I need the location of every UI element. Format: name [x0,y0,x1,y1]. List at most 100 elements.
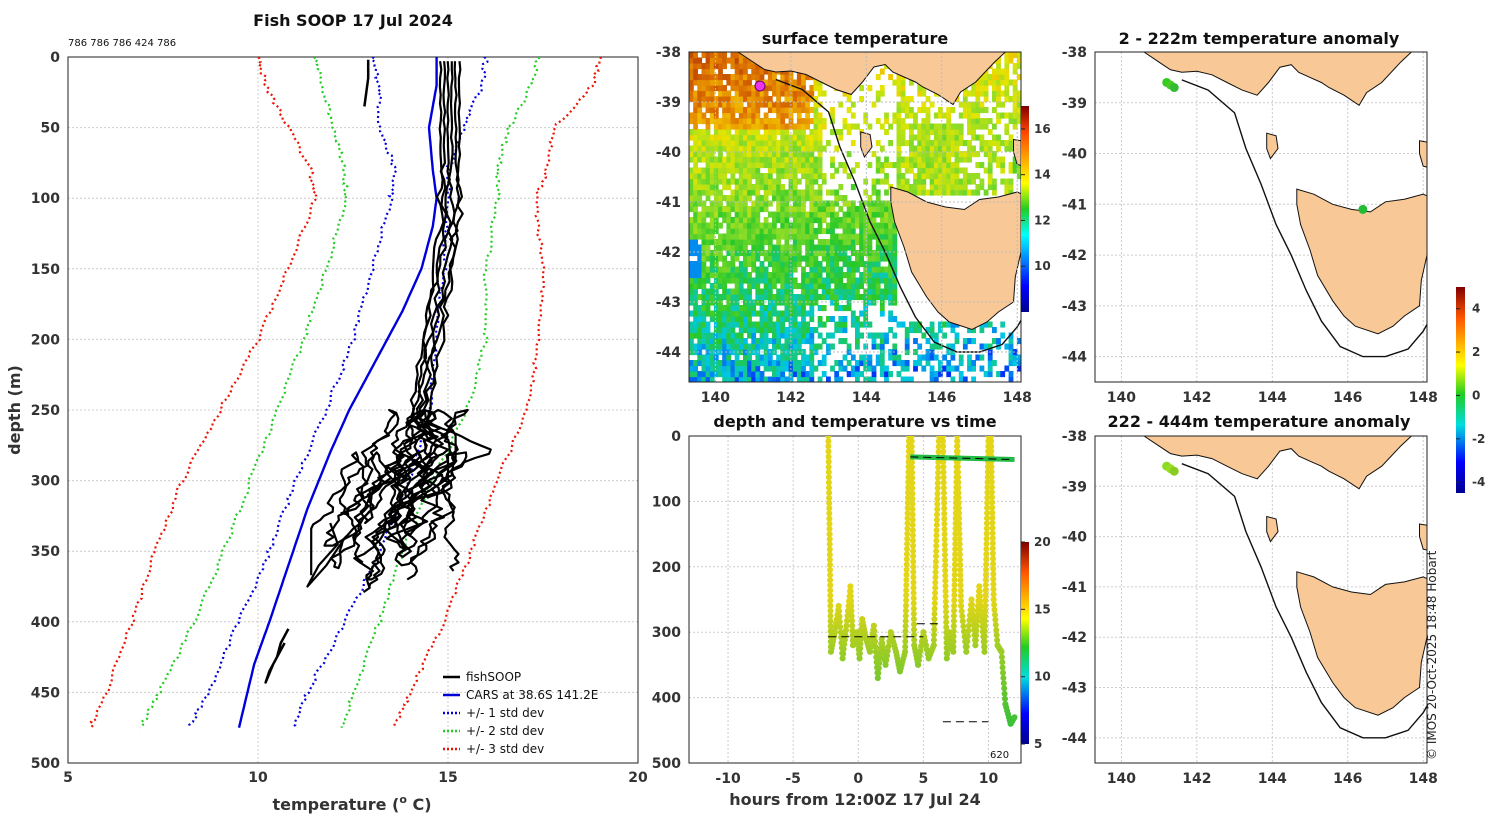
sst-cell [871,365,877,372]
sst-cell [904,123,910,130]
sst-cell [763,228,769,235]
timeseries-point [940,448,947,455]
sst-cell [834,129,840,136]
sst-cell [705,376,711,382]
sst-cell [842,123,848,130]
sst-cell [713,129,719,136]
sst-cell [780,85,786,92]
sst-cell [801,360,806,367]
map-x-tick-label: 148 [1409,390,1438,406]
sst-cell [896,360,902,367]
sst-cell [817,167,823,174]
sst-cell [780,327,786,334]
sst-cell [743,90,748,97]
sst-cell [826,200,831,207]
sst-cell [751,365,757,372]
sst-cell [705,343,711,350]
sst-cell [738,327,744,334]
sst-cell [747,272,752,279]
sst-cell [697,250,703,257]
map-x-tick-label: 144 [1258,771,1287,787]
sst-cell [950,189,956,196]
sst-cell [904,343,910,350]
sst-cell [776,371,781,378]
sst-cell [992,90,997,97]
sst-cell [813,244,819,251]
timeseries-point [977,603,984,610]
sst-cell [743,371,748,378]
sst-cell [743,272,748,279]
timeseries-point [983,530,990,537]
sst-cell [879,365,885,372]
sst-cell [722,294,727,301]
timeseries-point [935,443,942,450]
sst-cell [967,107,972,114]
sst-cell [701,299,707,306]
sst-cell [884,222,889,229]
sst-cell [875,167,881,174]
timeseries-point [977,593,984,600]
sst-cell [763,294,769,301]
sst-cell [971,134,976,141]
sst-cell [697,266,703,273]
sst-cell [784,90,790,97]
sst-cell [713,365,719,372]
sst-cell [817,217,823,224]
sst-cell [755,189,761,196]
sst-cell [776,338,781,345]
sst-cell [705,167,711,174]
sst-cell [946,156,952,163]
sst-cell [734,250,740,257]
sst-cell [709,360,715,367]
sst-cell [767,178,773,185]
sst-cell [979,90,985,97]
timeseries-point [904,546,910,552]
sst-cell [689,277,694,284]
sst-cell [834,266,840,273]
sst-cell [689,239,694,246]
sst-cell [946,184,952,191]
sst-cell [705,233,711,240]
sst-cell [971,173,976,180]
timeseries-point [941,531,948,538]
timeseries-point [918,643,925,650]
sst-cell [801,189,806,196]
sst-cell [909,129,914,136]
sst-cell [755,129,761,136]
sst-cell [888,228,893,235]
sst-cell [958,184,964,191]
timeseries-point [941,536,948,543]
sst-cell [925,349,931,356]
timeseries-point [904,515,911,522]
sst-cell [730,360,736,367]
sst-cell [705,68,711,75]
sst-cell [954,140,960,147]
sst-cell [726,376,732,382]
sst-cell [751,244,757,251]
sst-cell [792,140,798,147]
timeseries-point [825,453,832,460]
sst-cell [850,294,856,301]
sst-cell [755,310,761,317]
sst-cell [975,151,981,158]
profile-x-tick-label: 20 [628,770,648,786]
sst-cell [892,299,898,306]
sst-cell [792,266,798,273]
sst-cell [979,140,985,147]
sst-cell [1000,332,1006,339]
sst-cell [884,255,889,262]
timeseries-point [910,548,917,555]
sst-cell [838,327,844,334]
sst-cell [983,85,989,92]
map-y-tick-label: -43 [1062,681,1087,697]
timeseries-point [982,612,989,619]
sst-cell [871,206,877,213]
sst-cell [834,261,840,268]
sst-cell [689,63,694,70]
sst-cell [763,123,769,130]
timeseries-point [826,484,832,491]
sst-cell [917,173,923,180]
sst-cell [796,74,802,81]
sst-cell [871,189,877,196]
sst-cell [718,189,723,196]
